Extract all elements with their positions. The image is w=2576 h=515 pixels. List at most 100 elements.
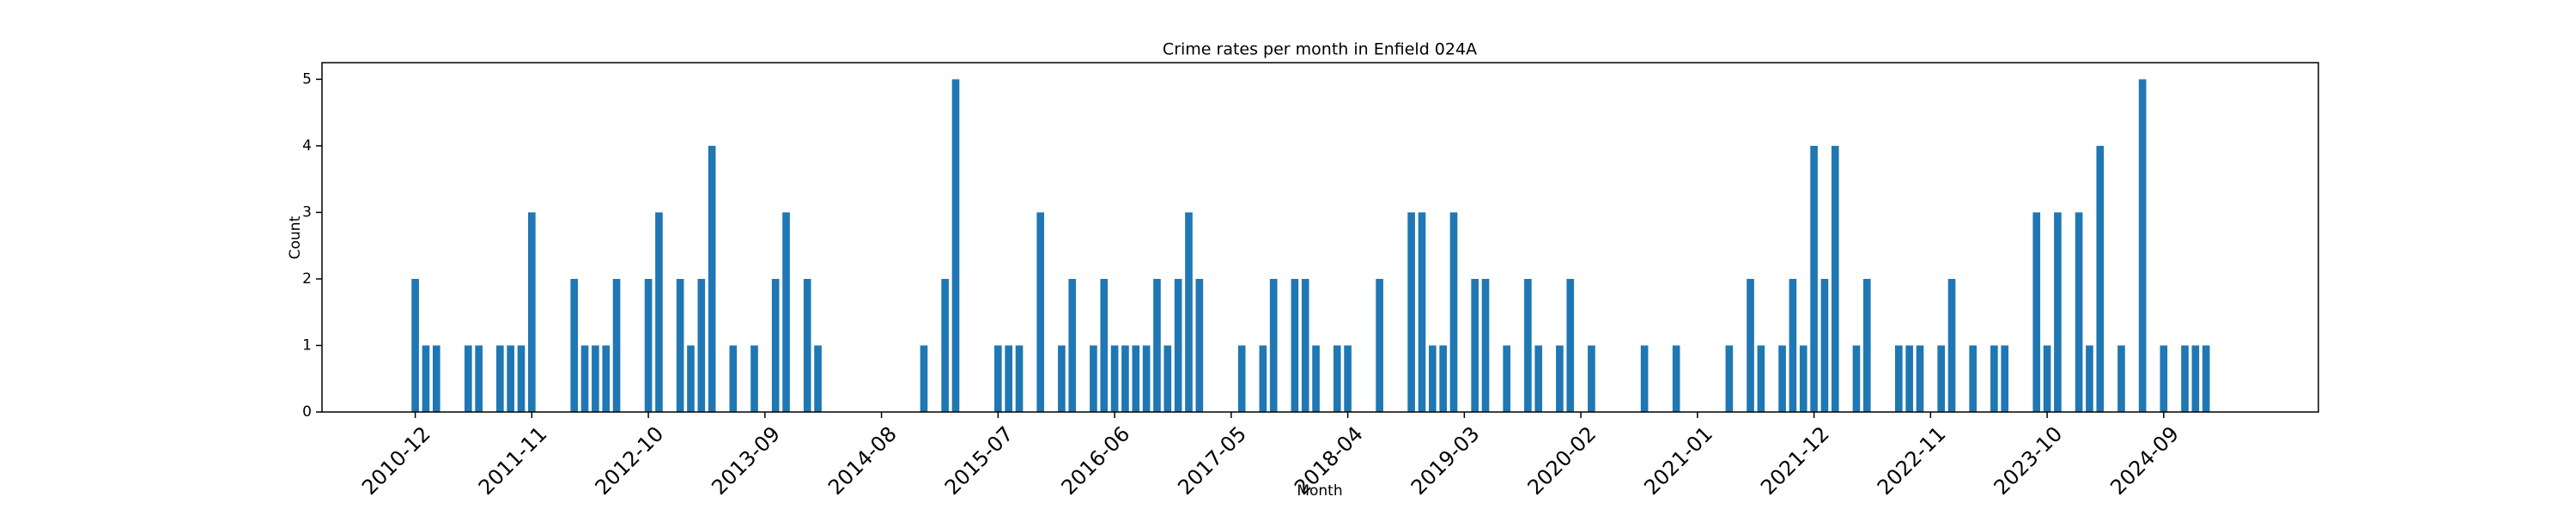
- bar: [475, 345, 483, 412]
- bar: [697, 278, 706, 412]
- y-tick-label: 2: [302, 270, 312, 288]
- x-axis-label: Month: [1297, 482, 1342, 500]
- y-tick-label: 4: [302, 137, 312, 154]
- bar: [951, 79, 960, 412]
- bar: [1142, 345, 1151, 412]
- bar: [1237, 345, 1246, 412]
- bar: [1312, 345, 1320, 412]
- y-tick-label: 0: [302, 403, 312, 421]
- bar: [1640, 345, 1649, 412]
- bar: [1947, 278, 1956, 412]
- bar: [1439, 345, 1447, 412]
- bar: [1163, 345, 1172, 412]
- bar: [496, 345, 504, 412]
- bar: [708, 145, 716, 412]
- bar: [1344, 345, 1352, 412]
- x-tick-label: 2014-08: [823, 421, 902, 500]
- bar: [1672, 345, 1680, 412]
- bar: [1757, 345, 1765, 412]
- x-tick-label: 2021-12: [1756, 421, 1834, 500]
- bar: [2043, 345, 2051, 412]
- bar: [1269, 278, 1278, 412]
- x-tick-label: 2022-11: [1873, 421, 1951, 500]
- bar: [2075, 212, 2083, 412]
- bar: [411, 278, 419, 412]
- bar: [1428, 345, 1437, 412]
- bar: [2181, 345, 2189, 412]
- bar: [1969, 345, 1978, 412]
- x-tick-label: 2020-02: [1523, 421, 1601, 500]
- bar: [1747, 278, 1754, 412]
- bar: [1524, 278, 1532, 412]
- x-tick-label: 2015-07: [940, 421, 1018, 500]
- bar: [507, 345, 514, 412]
- bar: [1301, 278, 1309, 412]
- x-tick-label: 2012-10: [591, 421, 669, 500]
- bar: [1905, 345, 1913, 412]
- bar: [1132, 345, 1140, 412]
- bar: [1068, 278, 1077, 412]
- bar: [1503, 345, 1511, 412]
- bar: [1810, 145, 1818, 412]
- bar: [750, 345, 758, 412]
- x-tick-label: 2011-11: [474, 421, 552, 500]
- x-tick-label: 2017-05: [1173, 421, 1251, 500]
- bar: [1185, 212, 1193, 412]
- bar: [1449, 212, 1458, 412]
- bar: [1862, 278, 1871, 412]
- bar: [528, 212, 536, 412]
- bar: [580, 345, 589, 412]
- x-tick-label: 2019-03: [1406, 421, 1485, 500]
- bar: [1090, 345, 1097, 412]
- bar: [920, 345, 928, 412]
- bar: [1831, 145, 1839, 412]
- bar: [1894, 345, 1903, 412]
- bar: [1778, 345, 1786, 412]
- bar: [2001, 345, 2009, 412]
- bar: [1588, 345, 1595, 412]
- x-tick-label: 2023-10: [1990, 421, 2068, 500]
- bar: [464, 345, 472, 412]
- bar: [1259, 345, 1267, 412]
- bar: [422, 345, 430, 412]
- bar: [2138, 79, 2147, 412]
- bar: [2086, 345, 2093, 412]
- bar: [1471, 278, 1479, 412]
- bar: [814, 345, 822, 412]
- bar: [1174, 278, 1182, 412]
- x-tick-label: 2016-06: [1057, 421, 1135, 500]
- bar: [1916, 345, 1924, 412]
- bar: [1110, 345, 1119, 412]
- bar: [1481, 278, 1490, 412]
- bar: [2117, 345, 2125, 412]
- bar: [1121, 345, 1129, 412]
- bar: [2032, 212, 2041, 412]
- bar: [771, 278, 780, 412]
- bar: [2096, 145, 2105, 412]
- bar: [1534, 345, 1543, 412]
- y-tick-label: 5: [302, 70, 312, 88]
- x-tick-label: 2010-12: [357, 421, 435, 500]
- bar: [1799, 345, 1807, 412]
- bar: [1376, 278, 1383, 412]
- bar: [655, 212, 663, 412]
- bar: [1407, 212, 1415, 412]
- bar: [1789, 278, 1797, 412]
- bar: [1058, 345, 1066, 412]
- bar: [676, 278, 684, 412]
- bar: [687, 345, 695, 412]
- bar: [1005, 345, 1013, 412]
- bar: [1291, 278, 1299, 412]
- bar: [2191, 345, 2200, 412]
- bar: [1990, 345, 1998, 412]
- bar: [1100, 278, 1109, 412]
- bar: [612, 278, 621, 412]
- bar: [1333, 345, 1341, 412]
- bar: [432, 345, 440, 412]
- bar: [1937, 345, 1945, 412]
- bar: [1418, 212, 1426, 412]
- chart-title: Crime rates per month in Enfield 024A: [1163, 40, 1477, 59]
- bar: [2054, 212, 2062, 412]
- x-tick-label: 2024-09: [2105, 421, 2184, 500]
